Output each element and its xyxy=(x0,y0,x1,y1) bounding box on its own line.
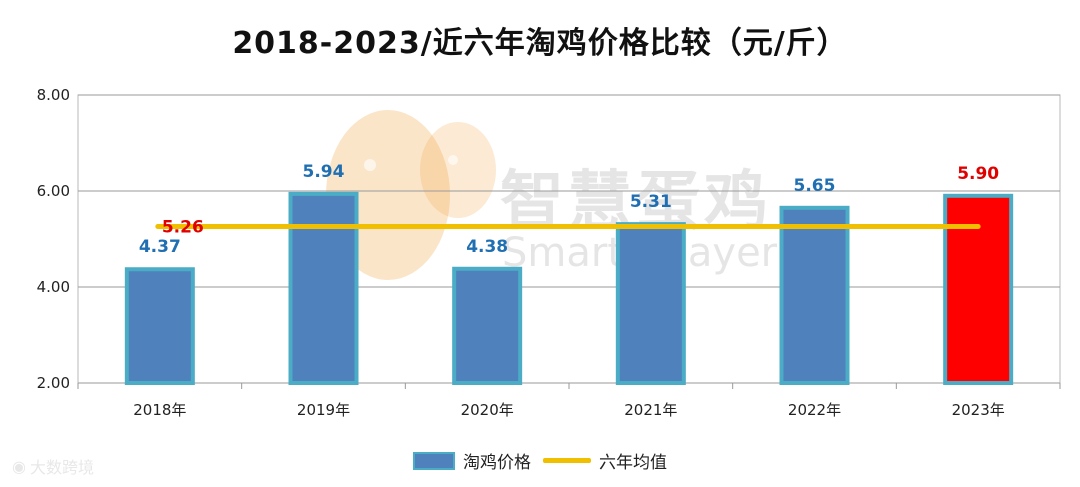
legend-label-average: 六年均值 xyxy=(599,453,667,473)
bar xyxy=(943,193,1014,385)
bar-value-label: 5.94 xyxy=(303,162,345,182)
bar-value-label: 4.37 xyxy=(139,237,181,257)
y-tick-label: 6.00 xyxy=(37,182,70,200)
weibo-icon: ◉ xyxy=(12,456,26,476)
bar-value-label: 5.65 xyxy=(794,176,836,196)
bar-value-label: 5.31 xyxy=(630,192,672,212)
chart-legend: 淘鸡价格 六年均值 xyxy=(0,448,1080,473)
source-label: 大数跨境 xyxy=(29,458,94,477)
plot-frame xyxy=(77,94,1061,384)
x-tick-label: 2018年 xyxy=(133,401,186,419)
x-tick-label: 2019年 xyxy=(297,401,350,419)
bar xyxy=(288,191,359,385)
x-tick-label: 2023年 xyxy=(952,401,1005,419)
legend-item-average: 六年均值 xyxy=(543,448,667,473)
legend-label-price: 淘鸡价格 xyxy=(463,453,531,473)
y-tick-label: 8.00 xyxy=(37,86,70,104)
bar xyxy=(452,266,523,386)
y-tick-label: 4.00 xyxy=(37,278,70,296)
legend-swatch-line xyxy=(543,458,591,463)
x-tick-label: 2021年 xyxy=(624,401,677,419)
bar xyxy=(615,222,686,385)
legend-item-price: 淘鸡价格 xyxy=(413,448,531,473)
x-tick-label: 2022年 xyxy=(788,401,841,419)
bar-value-label: 4.38 xyxy=(466,237,508,257)
source-watermark: ◉ 大数跨境 xyxy=(12,454,94,478)
average-value-label: 5.26 xyxy=(162,218,204,238)
legend-swatch-bar xyxy=(413,451,455,470)
y-tick-label: 2.00 xyxy=(37,374,70,392)
bar xyxy=(779,205,850,385)
bar-value-label: 5.90 xyxy=(957,164,999,184)
x-tick-label: 2020年 xyxy=(461,401,514,419)
bar xyxy=(124,267,195,385)
chart-title: 2018-2023/近六年淘鸡价格比较（元/斤） xyxy=(232,26,848,61)
